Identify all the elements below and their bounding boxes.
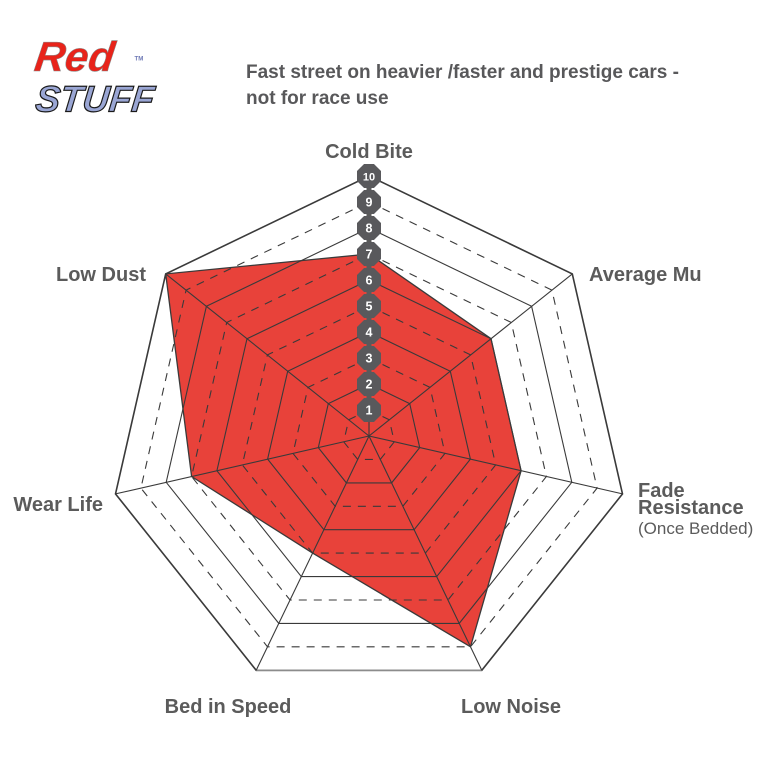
svg-text:Average Mu: Average Mu xyxy=(589,264,702,286)
svg-text:Resistance: Resistance xyxy=(638,497,744,519)
svg-text:Red: Red xyxy=(33,33,119,80)
svg-text:3: 3 xyxy=(366,352,373,366)
svg-text:Wear Life: Wear Life xyxy=(13,494,103,516)
svg-text:8: 8 xyxy=(366,222,373,236)
svg-text:4: 4 xyxy=(366,326,373,340)
svg-text:Low Dust: Low Dust xyxy=(56,264,146,286)
svg-text:6: 6 xyxy=(366,274,373,288)
svg-text:TM: TM xyxy=(135,56,144,63)
svg-text:Cold Bite: Cold Bite xyxy=(325,141,413,163)
svg-text:Low Noise: Low Noise xyxy=(461,696,561,718)
svg-text:2: 2 xyxy=(366,378,373,392)
svg-text:1: 1 xyxy=(366,404,373,418)
svg-text:7: 7 xyxy=(366,248,373,262)
svg-text:9: 9 xyxy=(366,196,373,210)
svg-text:Bed in Speed: Bed in Speed xyxy=(165,696,292,718)
svg-text:10: 10 xyxy=(363,172,375,184)
svg-text:STUFF: STUFF xyxy=(34,79,158,120)
svg-text:5: 5 xyxy=(366,300,373,314)
svg-text:(Once Bedded): (Once Bedded) xyxy=(638,519,753,538)
